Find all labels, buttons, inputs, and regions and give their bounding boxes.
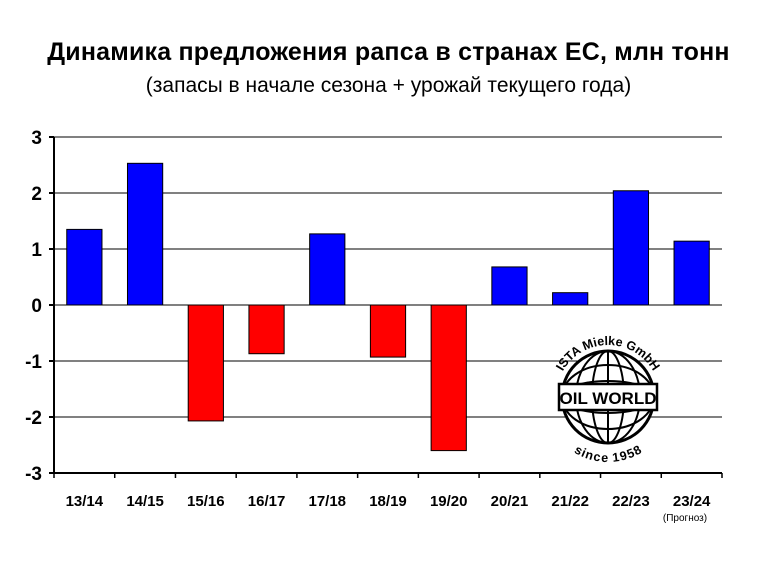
- x-tick-label: 23/24: [673, 493, 711, 510]
- bar-23-24: [673, 240, 710, 306]
- x-tick-label: 17/18: [308, 493, 346, 510]
- globe-icon: [557, 349, 659, 445]
- x-tick-label: 14/15: [126, 493, 164, 510]
- x-tick-label: 18/19: [369, 493, 407, 510]
- bar-17-18: [309, 233, 346, 306]
- forecast-note: (Прогноз): [663, 513, 707, 524]
- y-tick-label: 1: [31, 240, 42, 261]
- bar-16-17: [248, 304, 285, 355]
- x-tick-label: 20/21: [491, 493, 529, 510]
- axes: [49, 136, 723, 478]
- y-tick-label: 0: [31, 296, 42, 317]
- bar-21-22: [552, 292, 589, 306]
- y-tick-label: -2: [25, 408, 42, 429]
- bar-19-20: [430, 304, 467, 452]
- bar-13-14: [66, 228, 103, 306]
- logo-center-text: OIL WORLD: [560, 389, 657, 408]
- bar-15-16: [187, 304, 224, 422]
- y-tick-label: 2: [31, 184, 42, 205]
- logo-bottom-text: since 1958: [572, 443, 644, 465]
- y-tick-labels: 3 2 1 0 -1 -2 -3: [25, 128, 42, 485]
- y-tick-label: -3: [25, 464, 42, 485]
- bars: [66, 162, 710, 452]
- bar-20-21: [491, 266, 528, 306]
- oil-world-logo: OIL WORLD ISTA Mielke GmbH since 1958: [553, 334, 662, 465]
- x-tick-label: 21/22: [551, 493, 589, 510]
- x-tick-label: 19/20: [430, 493, 468, 510]
- bar-14-15: [126, 162, 164, 306]
- y-tick-label: 3: [31, 128, 42, 149]
- y-tick-label: -1: [25, 352, 42, 373]
- x-tick-label: 22/23: [612, 493, 650, 510]
- x-tick-label: 13/14: [66, 493, 104, 510]
- x-tick-label: 16/17: [248, 493, 286, 510]
- x-tick-label: 15/16: [187, 493, 225, 510]
- svg-text:since 1958: since 1958: [572, 443, 644, 465]
- chart-subtitle: (запасы в начале сезона + урожай текущег…: [145, 74, 632, 97]
- chart-title: Динамика предложения рапса в странах ЕС,…: [47, 38, 730, 66]
- bar-22-23: [612, 190, 650, 306]
- bar-18-19: [369, 304, 407, 358]
- x-tick-labels: 13/14 14/15 15/16 16/17 17/18 18/19 19/20 20/21…: [66, 493, 711, 510]
